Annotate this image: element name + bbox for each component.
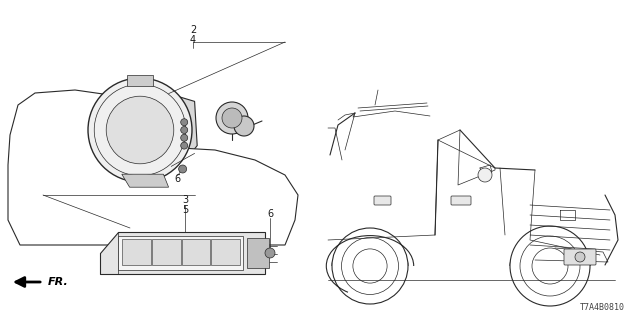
Circle shape [575, 252, 585, 262]
Bar [122, 239, 151, 265]
Bar [182, 239, 211, 265]
Polygon shape [156, 93, 197, 166]
Text: T7A4B0810: T7A4B0810 [580, 303, 625, 312]
Text: 2: 2 [190, 25, 196, 35]
Bar [247, 238, 269, 268]
FancyBboxPatch shape [451, 196, 471, 205]
Polygon shape [122, 174, 168, 187]
Circle shape [180, 126, 188, 133]
Text: 6: 6 [174, 174, 180, 184]
Circle shape [106, 96, 174, 164]
FancyBboxPatch shape [374, 196, 391, 205]
Circle shape [180, 142, 188, 149]
Text: 5: 5 [182, 205, 188, 215]
Text: 6: 6 [267, 209, 273, 219]
FancyBboxPatch shape [564, 249, 596, 265]
Polygon shape [100, 232, 265, 274]
Text: FR.: FR. [48, 277, 68, 287]
Bar [211, 239, 240, 265]
Polygon shape [8, 90, 298, 245]
Bar [118, 236, 243, 270]
Polygon shape [127, 76, 153, 86]
Circle shape [179, 165, 187, 173]
Circle shape [478, 168, 492, 182]
Circle shape [265, 248, 275, 258]
Text: 4: 4 [190, 35, 196, 45]
Circle shape [216, 102, 248, 134]
Circle shape [332, 228, 408, 304]
Circle shape [234, 116, 254, 136]
Circle shape [180, 119, 188, 126]
Circle shape [180, 134, 188, 141]
Text: 3: 3 [182, 195, 188, 205]
Bar [152, 239, 180, 265]
Circle shape [88, 78, 192, 182]
Circle shape [510, 226, 590, 306]
Circle shape [222, 108, 242, 128]
